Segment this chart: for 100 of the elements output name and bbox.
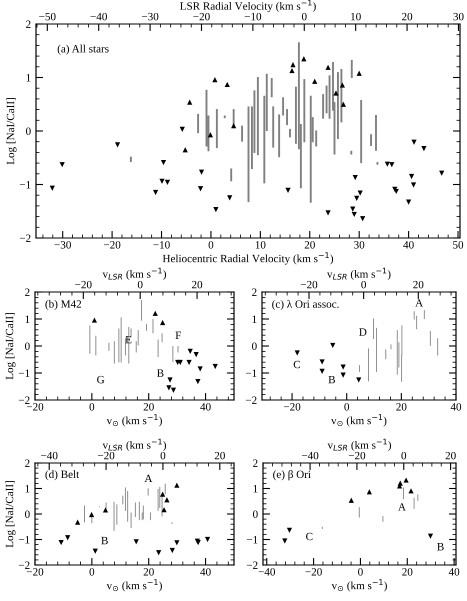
point: [213, 207, 218, 212]
y-tick-label: 0: [25, 510, 30, 518]
x-tick-label: 0: [358, 568, 363, 576]
y-tick-label: 0: [253, 510, 258, 518]
annotation: B: [156, 369, 164, 377]
point: [356, 70, 362, 76]
point: [312, 78, 318, 84]
point: [194, 352, 199, 358]
x2-tick-label: −20: [193, 12, 210, 20]
point: [330, 342, 336, 348]
y-tick-label: 0: [252, 342, 257, 350]
point: [227, 195, 232, 200]
x2-axis-title: v$_{LSR}$ (km s$^{−1}$): [102, 438, 166, 452]
x2-tick-label: 20: [402, 12, 412, 20]
x2-axis-title: v$_{LSR}$ (km s$^{−1}$): [328, 438, 392, 452]
x-tick-label: 40: [448, 568, 460, 576]
x2-tick-label: −40: [41, 452, 58, 460]
point: [161, 507, 167, 512]
annotation: C: [294, 360, 300, 368]
x2-tick-label: 20: [192, 280, 202, 288]
x-axis-title: v$_{⊙}$ (km s$^{−1}$): [106, 579, 162, 592]
point: [285, 188, 291, 193]
point: [224, 82, 230, 88]
x-axis-title: Heliocentric Radial Velocity (km s$^{−1}$): [162, 252, 334, 265]
point: [160, 492, 166, 497]
point: [186, 360, 192, 366]
x-tick-label: 40: [450, 403, 462, 411]
annotation: C: [306, 532, 312, 540]
x-tick-label: 40: [403, 241, 414, 249]
point: [208, 132, 214, 138]
y-tick-label: 2: [25, 288, 30, 296]
point: [160, 160, 166, 166]
x-tick-label: 20: [144, 403, 154, 411]
x-tick-label: 10: [256, 241, 266, 249]
point: [301, 56, 306, 62]
x-tick-label: −20: [104, 241, 120, 249]
point: [198, 170, 204, 175]
y-tick-label: 2: [26, 20, 31, 28]
y-tick-label: 1: [252, 316, 256, 323]
point: [195, 379, 200, 384]
annotation: B: [101, 536, 108, 544]
point: [164, 497, 170, 502]
y-tick-label: −1: [246, 536, 258, 544]
x-tick-label: −20: [26, 568, 44, 576]
y-tick-label: −2: [246, 396, 257, 404]
point: [75, 520, 80, 525]
y-tick-label: −1: [246, 370, 256, 377]
point: [356, 377, 362, 383]
point: [439, 170, 444, 176]
annotation: A: [144, 474, 152, 482]
point: [294, 350, 300, 356]
point: [174, 482, 180, 488]
point: [325, 64, 331, 70]
x-axis-title: v$_{⊙}$ (km s$^{−1}$): [332, 579, 387, 592]
point: [114, 142, 120, 148]
annotation: G: [97, 376, 104, 384]
x-tick-label: −40: [258, 568, 276, 576]
point: [406, 200, 412, 205]
point: [231, 123, 236, 128]
y-axis-title: Log [NaI/CaII]: [6, 98, 17, 164]
x-tick-label: 40: [200, 568, 211, 576]
x2-tick-label: −30: [142, 12, 158, 20]
point: [408, 174, 414, 180]
point: [156, 550, 162, 556]
annotation: D: [359, 328, 366, 336]
x2-tick-label: −10: [244, 12, 262, 20]
point: [182, 147, 188, 152]
point: [384, 162, 390, 167]
point: [152, 190, 158, 196]
annotation: B: [437, 543, 444, 550]
y-tick-label: −2: [20, 234, 31, 242]
point: [358, 190, 363, 196]
point: [102, 507, 108, 513]
y-tick-label: 2: [253, 459, 258, 467]
y-tick-label: −2: [18, 396, 30, 404]
x-tick-label: −10: [153, 241, 170, 249]
point: [325, 210, 331, 216]
y-axis-title: Log [NaI/CaII]: [5, 313, 16, 380]
y-tick-label: −2: [246, 561, 258, 569]
point: [366, 489, 372, 494]
text: (b) M42: [45, 300, 82, 310]
x-tick-label: 0: [208, 241, 214, 249]
point: [159, 178, 165, 184]
y-tick-label: 1: [254, 485, 258, 492]
point: [404, 477, 409, 483]
point: [160, 320, 166, 326]
x2-tick-label: −20: [75, 280, 92, 288]
annotation: A: [398, 503, 406, 511]
point: [60, 162, 65, 168]
x-tick-label: −20: [284, 403, 300, 411]
x-tick-label: −20: [305, 568, 322, 576]
x-tick-label: −20: [26, 403, 44, 411]
x2-axis-title: v$_{LSR}$ (km s$^{−1}$): [327, 268, 391, 280]
annotation: B: [328, 376, 335, 384]
point: [204, 536, 210, 542]
point: [92, 548, 98, 554]
text: (c) λ Ori assoc.: [272, 300, 339, 310]
point: [340, 364, 346, 370]
point: [333, 90, 339, 96]
x-tick-label: 0: [90, 568, 94, 576]
